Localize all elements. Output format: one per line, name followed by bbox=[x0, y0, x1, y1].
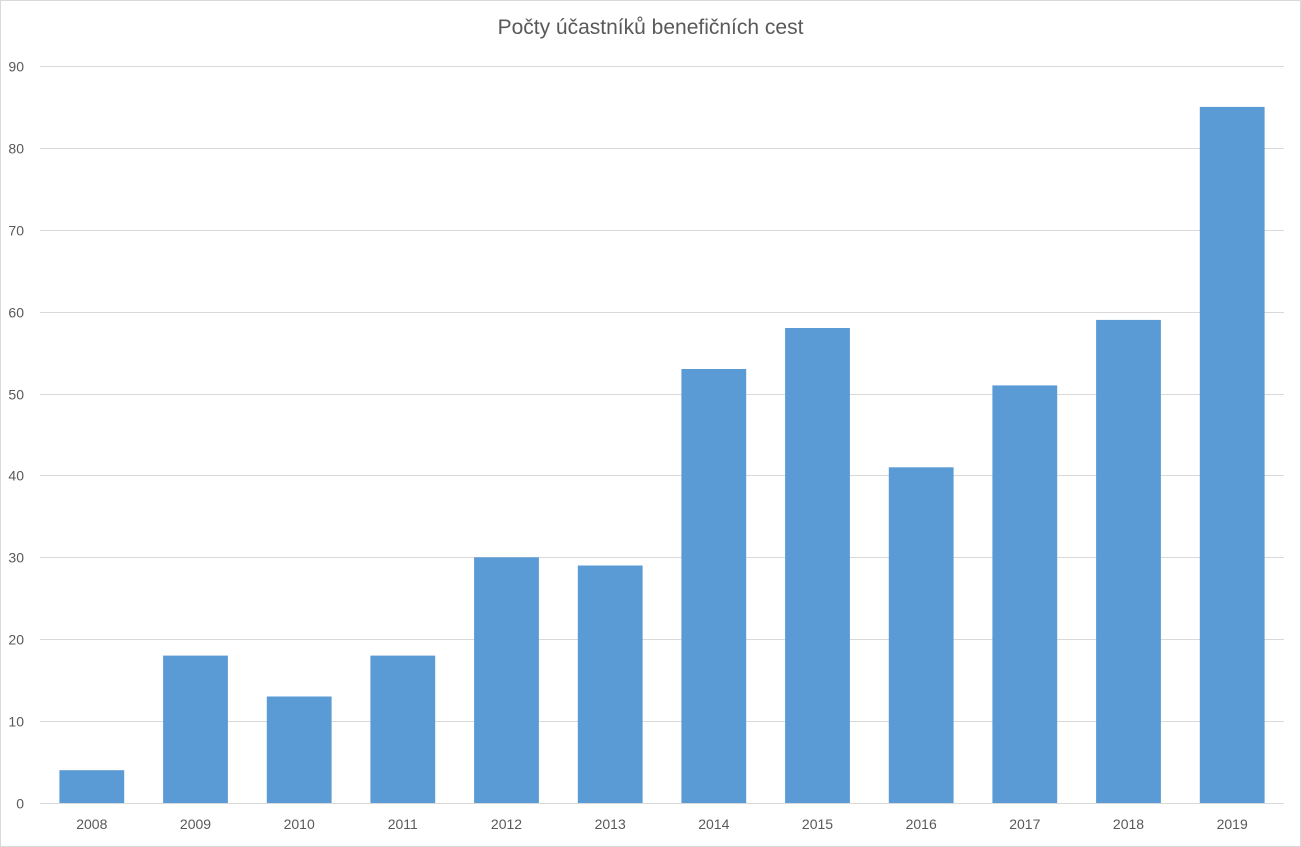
y-axis-ticks: 0 10 20 30 40 50 60 70 80 90 bbox=[8, 59, 24, 812]
x-tick-label: 2017 bbox=[1009, 816, 1040, 832]
x-tick-label: 2016 bbox=[906, 816, 937, 832]
bar-2011 bbox=[370, 655, 436, 803]
bar-2019 bbox=[1199, 106, 1265, 803]
y-tick-label: 80 bbox=[8, 141, 24, 157]
bar-2009 bbox=[163, 655, 228, 803]
y-tick-label: 10 bbox=[8, 714, 24, 730]
y-tick-label: 50 bbox=[8, 387, 24, 403]
bar-2016 bbox=[888, 467, 954, 803]
y-tick-label: 40 bbox=[8, 468, 24, 484]
x-tick-label: 2011 bbox=[388, 816, 418, 832]
bar-2018 bbox=[1096, 319, 1161, 803]
bar-2010 bbox=[266, 696, 332, 803]
bar-2017 bbox=[992, 385, 1058, 803]
x-tick-label: 2010 bbox=[284, 816, 315, 832]
y-tick-label: 70 bbox=[8, 223, 24, 239]
bars bbox=[59, 106, 1265, 803]
y-tick-label: 20 bbox=[8, 632, 24, 648]
x-tick-label: 2008 bbox=[76, 816, 107, 832]
x-tick-label: 2019 bbox=[1217, 816, 1248, 832]
bar-2014 bbox=[681, 369, 747, 803]
y-tick-label: 30 bbox=[8, 550, 24, 566]
x-tick-label: 2012 bbox=[491, 816, 522, 832]
y-tick-label: 0 bbox=[16, 796, 24, 812]
gridlines bbox=[40, 66, 1284, 804]
y-tick-label: 90 bbox=[8, 59, 24, 75]
bar-2008 bbox=[59, 770, 125, 803]
x-tick-label: 2018 bbox=[1113, 816, 1144, 832]
bar-2015 bbox=[785, 328, 850, 803]
bar-2012 bbox=[474, 557, 539, 803]
chart-title: Počty účastníků benefičních cest bbox=[497, 16, 804, 39]
x-tick-label: 2013 bbox=[595, 816, 626, 832]
bar-2013 bbox=[577, 565, 643, 803]
x-tick-label: 2015 bbox=[802, 816, 833, 832]
x-axis-ticks: 2008 2009 2010 2011 2012 2013 2014 2015 2016 2017… bbox=[76, 816, 1248, 832]
y-tick-label: 60 bbox=[8, 305, 24, 321]
x-tick-label: 2014 bbox=[698, 816, 729, 832]
x-tick-label: 2009 bbox=[180, 816, 211, 832]
